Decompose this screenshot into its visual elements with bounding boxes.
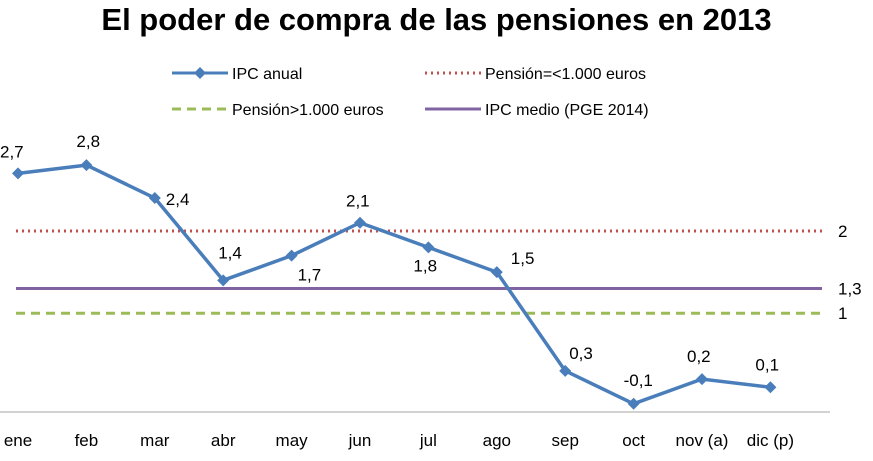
- x-tick-label: jul: [419, 431, 437, 450]
- data-label: 2,8: [76, 132, 100, 151]
- data-label: 2,4: [166, 190, 190, 209]
- data-point-marker: [422, 241, 435, 254]
- data-label: 0,3: [569, 344, 593, 363]
- legend-label-4: IPC medio (PGE 2014): [485, 102, 649, 119]
- data-label: 2,1: [346, 192, 370, 211]
- x-tick-label: sep: [551, 431, 578, 450]
- data-label: 2,7: [0, 142, 24, 161]
- data-point-marker: [490, 266, 503, 279]
- reference-label-2: 1: [838, 304, 847, 323]
- x-tick-label: nov (a): [676, 431, 729, 450]
- data-point-marker: [148, 192, 161, 205]
- legend-label-1: IPC anual: [232, 66, 302, 83]
- data-point-marker: [285, 249, 298, 262]
- data-label: 1,5: [511, 249, 535, 268]
- legend: IPC anual Pensión=<1.000 euros Pensión>1.0…: [172, 66, 649, 119]
- legend-label-3: Pensión>1.000 euros: [232, 102, 384, 119]
- data-label: 1,7: [298, 266, 322, 285]
- x-tick-label: abr: [211, 431, 236, 450]
- reference-label-3: 1,3: [838, 280, 862, 299]
- data-label: 0,2: [687, 347, 711, 366]
- legend-label-2: Pensión=<1.000 euros: [485, 66, 646, 83]
- x-tick-labels: ene feb mar abr may jun jul ago sep oct nov (a) dic…: [4, 431, 794, 450]
- x-tick-label: mar: [140, 431, 170, 450]
- reference-lines: 211,3: [16, 222, 862, 323]
- x-tick-label: may: [276, 431, 309, 450]
- data-point-marker: [354, 216, 366, 229]
- x-tick-label: feb: [75, 431, 99, 450]
- data-label: -0,1: [624, 371, 653, 390]
- legend-marker: [194, 67, 206, 79]
- chart-title: El poder de compra de las pensiones en 2…: [101, 2, 772, 37]
- data-point-marker: [559, 364, 572, 377]
- data-point-marker: [764, 381, 777, 394]
- data-point-marker: [12, 167, 24, 180]
- data-label: 1,8: [413, 256, 437, 275]
- data-label: 0,1: [755, 355, 779, 374]
- x-tick-label: ago: [483, 431, 511, 450]
- data-point-marker: [696, 373, 708, 386]
- data-label: 1,4: [218, 243, 242, 262]
- data-point-marker: [217, 274, 230, 287]
- data-point-marker: [80, 159, 93, 172]
- ipc-anual-line: [17, 163, 771, 406]
- x-tick-label: ene: [4, 431, 32, 450]
- reference-label-1: 2: [838, 222, 847, 241]
- x-tick-label: dic (p): [747, 431, 794, 450]
- data-point-marker: [627, 397, 640, 410]
- x-tick-label: oct: [622, 431, 645, 450]
- x-tick-label: jun: [348, 431, 372, 450]
- ipc-series: 2,7 2,8 2,4 1,4 1,7 2,1 1,8 1,5 0,3 -0,1 0,2 0,1: [0, 132, 779, 410]
